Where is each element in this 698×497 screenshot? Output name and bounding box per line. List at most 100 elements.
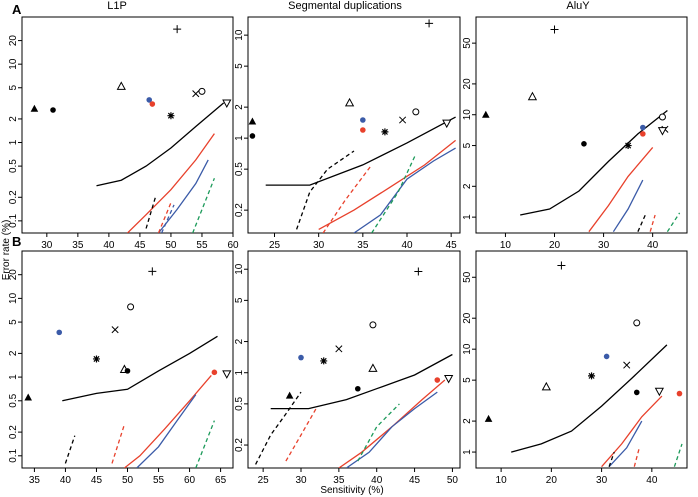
x-tick-label: 50: [165, 240, 177, 251]
y-tick-label: 1: [234, 135, 245, 141]
y-tick-label: 2: [234, 104, 245, 110]
y-tick-label: 0.2: [234, 203, 245, 217]
series-line-red: [127, 133, 215, 233]
x-tick-label: 25: [258, 475, 270, 486]
series-line-black-dashed: [608, 451, 615, 467]
point-dot-blue: [298, 354, 304, 361]
series-line-black-dashed: [255, 391, 302, 465]
point-x: [192, 90, 200, 98]
y-tick-label: 5: [462, 142, 473, 148]
x-tick-label: 35: [29, 475, 41, 486]
point-plus: [148, 267, 157, 276]
plot-area: [248, 19, 457, 233]
point-dot-red: [640, 131, 646, 137]
series-line-blue: [346, 391, 438, 468]
point-dot-black: [354, 385, 361, 392]
x-tick-label: 45: [409, 475, 421, 486]
y-tick-label: 10: [8, 292, 19, 304]
point-dot-black: [50, 107, 56, 113]
y-tick-label: 10: [462, 343, 473, 355]
row-label-a: A: [12, 2, 22, 17]
y-tick-label: 2: [462, 183, 473, 189]
y-tick-label: 0.2: [8, 190, 19, 204]
series-line-black: [265, 116, 456, 186]
column-title-segdup: Segmental duplications: [288, 0, 402, 12]
y-tick-label: 1: [462, 449, 473, 455]
point-tri-filled: [248, 117, 257, 125]
y-tick-label: 20: [462, 312, 473, 324]
series-line-red-dashed: [649, 214, 656, 232]
x-tick-label: 40: [646, 475, 658, 486]
point-dot-red: [149, 101, 156, 107]
y-tick-label: 10: [8, 58, 19, 70]
y-tick-label: 10: [234, 263, 245, 275]
series-line-black-dashed: [145, 197, 157, 229]
point-x: [623, 361, 631, 369]
y-tick-label: 0.5: [234, 162, 245, 176]
y-tick-label: 0.1: [8, 448, 19, 462]
x-tick-label: 40: [60, 475, 72, 486]
x-tick-label: 25: [269, 240, 281, 251]
series-line-red-dashed: [285, 408, 317, 462]
x-tick-label: 40: [401, 240, 413, 251]
plot-area: [482, 25, 681, 233]
point-dot-red: [434, 377, 441, 383]
point-dot-red: [211, 369, 218, 376]
point-star: [381, 128, 389, 136]
point-x: [335, 345, 343, 353]
point-tri-open: [368, 363, 378, 372]
x-tick-label: 40: [371, 475, 383, 486]
point-x: [111, 326, 119, 334]
x-tick-label: 30: [596, 475, 608, 486]
point-tridown-open: [657, 127, 668, 136]
series-line-green-dashed: [666, 212, 681, 233]
y-tick-label: 0.2: [234, 438, 245, 452]
series-line-red: [588, 146, 654, 233]
point-circle-open: [127, 303, 135, 311]
point-plus: [425, 19, 434, 28]
series-line-green-dashed: [192, 177, 216, 233]
point-star: [320, 357, 328, 365]
series-line-blue: [608, 420, 643, 468]
y-tick-label: 5: [462, 377, 473, 383]
panel-a-1: 30 35 40 45 50 55 60 0.1 0.2 0.5 1 2 5 10 20: [8, 16, 239, 251]
series-line-black: [511, 344, 668, 453]
point-tri-open: [116, 81, 126, 90]
series-line-blue: [612, 179, 644, 233]
x-tick-label: 30: [295, 475, 307, 486]
plot-area: [484, 261, 683, 468]
y-tick-label: 0.5: [234, 396, 245, 410]
column-title-aluy: AluY: [566, 0, 590, 12]
point-dot-blue: [640, 124, 646, 131]
x-tick-label: 10: [496, 475, 508, 486]
series-line-red: [123, 374, 212, 468]
y-tick-label: 10: [462, 109, 473, 121]
point-star: [624, 142, 632, 150]
point-dot-blue: [56, 329, 63, 336]
panel-frame: [247, 16, 461, 234]
y-tick-label: 2: [8, 116, 19, 122]
point-dot-blue: [603, 353, 610, 360]
series-line-blue-dashed: [161, 204, 175, 233]
x-tick-label: 55: [153, 475, 165, 486]
y-tick-label: 1: [8, 139, 19, 145]
y-tick-label: 50: [462, 37, 473, 49]
y-tick-label: 2: [8, 350, 19, 356]
x-tick-label: 30: [313, 240, 325, 251]
point-plus: [557, 261, 566, 270]
y-tick-label: 0.1: [8, 213, 19, 227]
panel-b-1: 35 40 45 50 55 60 65 0.1 0.2 0.5 1 2 5 10 20: [8, 250, 234, 486]
point-dot-red: [360, 127, 366, 133]
y-tick-label: 1: [462, 214, 473, 220]
x-tick-label: 35: [357, 240, 369, 251]
plot-area: [30, 25, 232, 233]
point-circle-open: [633, 319, 641, 327]
y-tick-label: 20: [8, 269, 19, 281]
series-line-green-dashed: [195, 420, 216, 468]
x-tick-label: 45: [134, 240, 146, 251]
series-line-red-dashed: [633, 447, 640, 467]
